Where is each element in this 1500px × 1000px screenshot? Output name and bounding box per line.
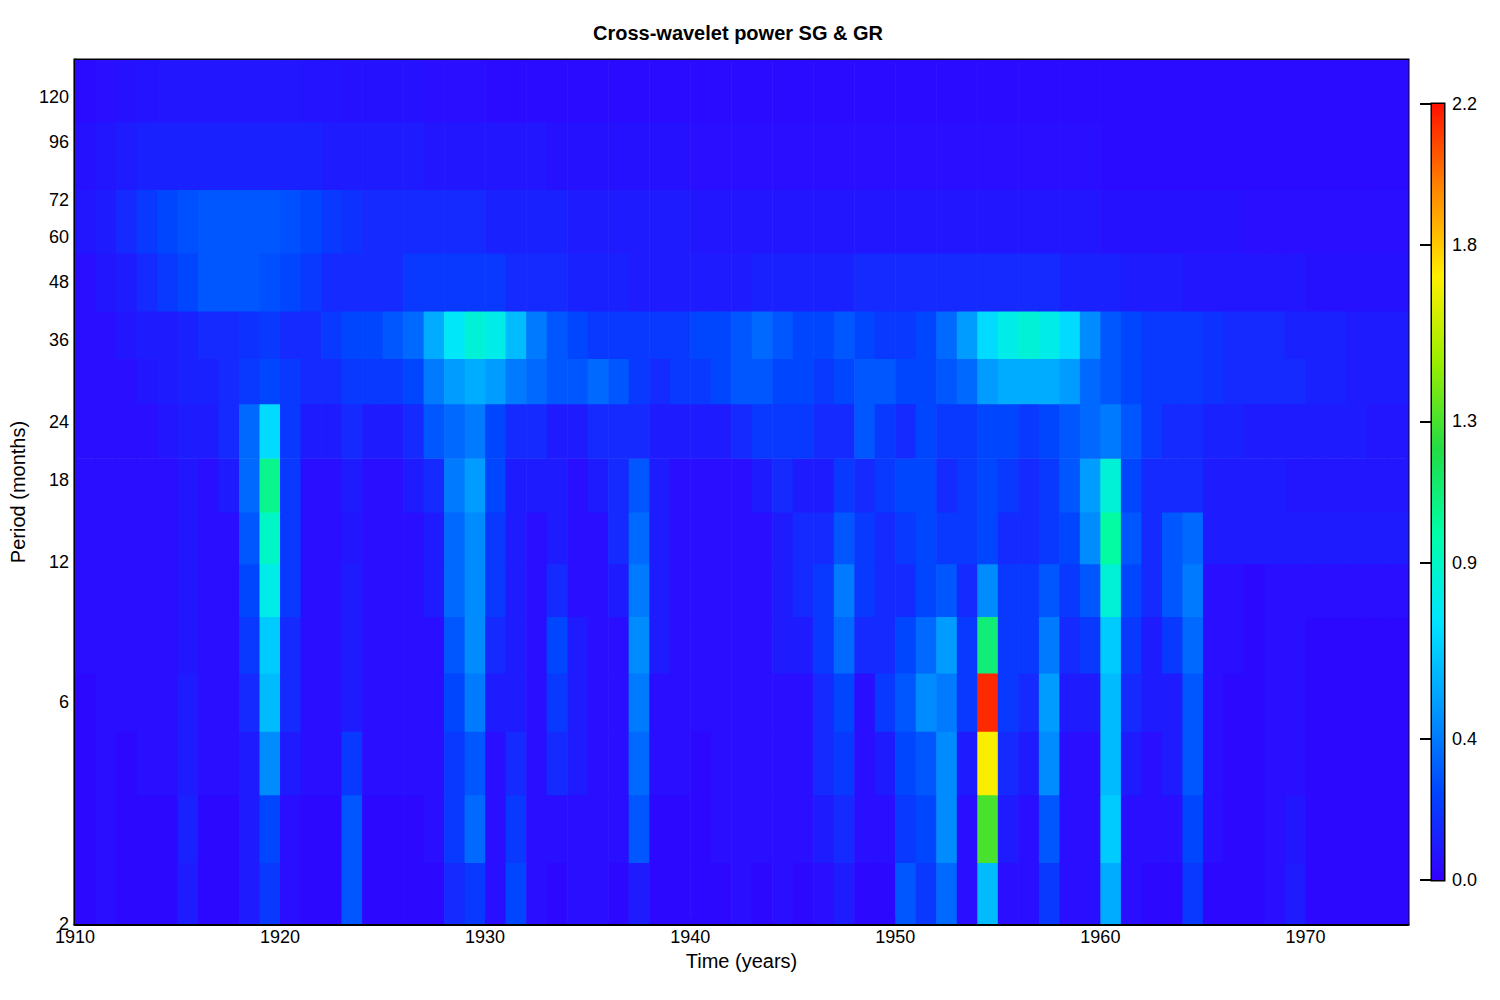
svg-text:12: 12 xyxy=(49,552,69,572)
svg-text:1960: 1960 xyxy=(1080,927,1120,947)
svg-text:2.2: 2.2 xyxy=(1452,94,1477,114)
svg-text:1950: 1950 xyxy=(875,927,915,947)
svg-text:1910: 1910 xyxy=(55,927,95,947)
svg-text:120: 120 xyxy=(39,87,69,107)
svg-text:18: 18 xyxy=(49,470,69,490)
svg-text:1.3: 1.3 xyxy=(1452,411,1477,431)
svg-text:Time (years): Time (years) xyxy=(686,950,797,972)
svg-text:2: 2 xyxy=(58,914,69,934)
svg-text:1970: 1970 xyxy=(1285,927,1325,947)
svg-text:36: 36 xyxy=(49,330,69,350)
svg-text:Period (months): Period (months) xyxy=(7,421,29,563)
svg-text:6: 6 xyxy=(59,692,69,712)
svg-text:24: 24 xyxy=(49,412,69,432)
svg-text:1920: 1920 xyxy=(260,927,300,947)
svg-text:Cross-wavelet power SG & GR: Cross-wavelet power SG & GR xyxy=(593,22,884,44)
svg-text:72: 72 xyxy=(49,190,69,210)
svg-text:96: 96 xyxy=(49,132,69,152)
svg-text:1940: 1940 xyxy=(670,927,710,947)
svg-text:0.9: 0.9 xyxy=(1452,553,1477,573)
svg-text:1930: 1930 xyxy=(465,927,505,947)
svg-text:48: 48 xyxy=(49,272,69,292)
svg-text:0.4: 0.4 xyxy=(1452,729,1477,749)
svg-text:0.0: 0.0 xyxy=(1452,870,1477,890)
svg-text:1.8: 1.8 xyxy=(1452,235,1477,255)
svg-text:60: 60 xyxy=(49,227,69,247)
